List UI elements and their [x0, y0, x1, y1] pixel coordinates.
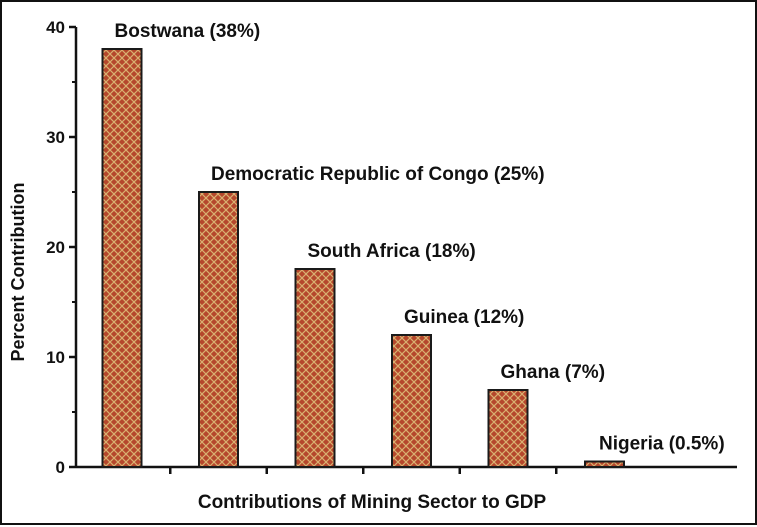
bar: [487, 389, 529, 468]
bar: [101, 48, 143, 468]
bar: [294, 268, 336, 468]
bar: [391, 334, 432, 468]
bar-data-label: Ghana (7%): [501, 362, 606, 383]
x-axis-label: Contributions of Mining Sector to GDP: [198, 492, 547, 513]
y-axis-label: Percent Contribution: [8, 183, 28, 362]
y-tick-label: 20: [46, 238, 65, 257]
bar-data-label: Democratic Republic of Congo (25%): [211, 164, 545, 185]
bar: [584, 460, 625, 468]
bar: [198, 191, 239, 468]
bar-data-label: Nigeria (0.5%): [599, 434, 725, 455]
y-tick-label: 40: [46, 18, 65, 37]
bar-data-label: Guinea (12%): [404, 307, 524, 328]
y-tick-label: 30: [46, 128, 65, 147]
y-tick-label: 10: [46, 348, 65, 367]
bar-data-label: Bostwana (38%): [115, 21, 261, 42]
y-tick-label: 0: [56, 458, 65, 477]
bar-data-label: South Africa (18%): [308, 241, 476, 262]
